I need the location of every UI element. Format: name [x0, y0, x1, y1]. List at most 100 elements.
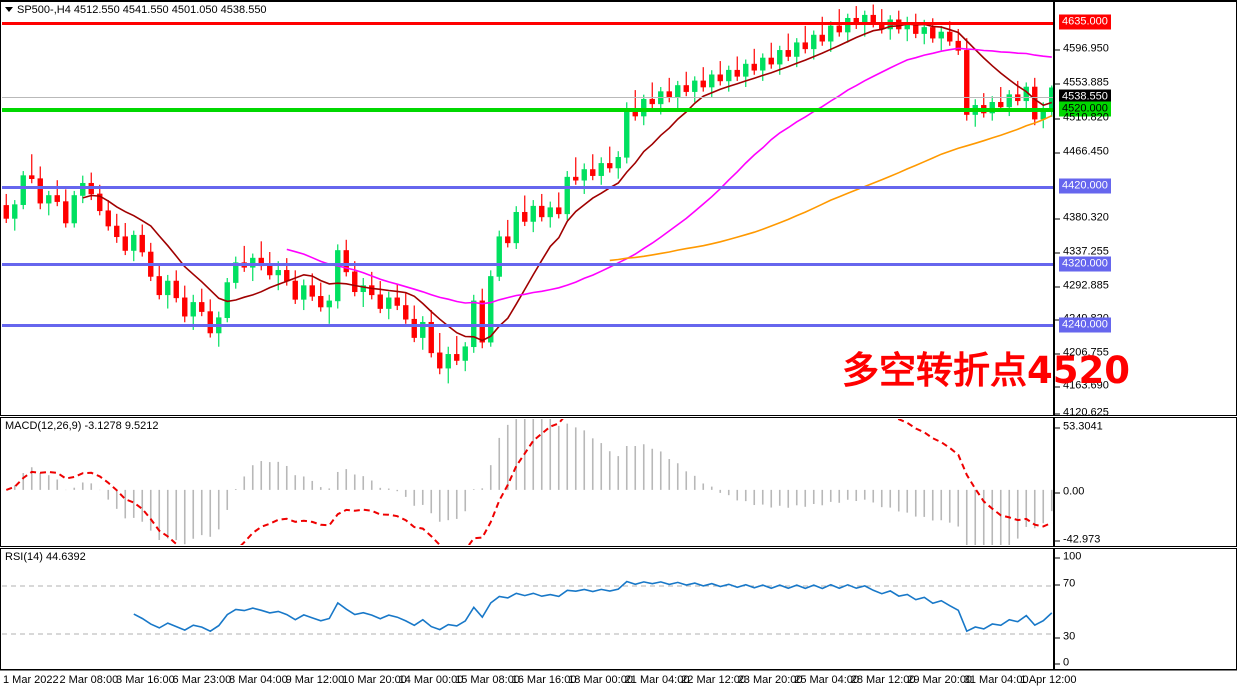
macd-plot-area[interactable] [2, 419, 1053, 545]
candlestick-series [3, 4, 1053, 384]
rsi-tick-label: 30 [1055, 630, 1076, 643]
rsi-header-label: RSI(14) 44.6392 [5, 551, 86, 563]
tick-mark [1055, 286, 1060, 287]
tick-text: 4596.950 [1063, 42, 1109, 55]
price-level-badge: 4320.000 [1059, 256, 1111, 272]
tick-mark [1055, 152, 1060, 153]
macd-tick-label: 53.3041 [1055, 420, 1103, 433]
macd-axis[interactable]: 53.3041 0.00 -42.973 [1053, 418, 1236, 546]
tick-text: 4206.755 [1063, 346, 1109, 359]
time-tick-label: 2 Mar 08:00 [59, 674, 119, 686]
price-tick-label: 4120.625 [1055, 406, 1109, 416]
price-tick-label: 4510.820 [1055, 111, 1109, 124]
tick-text: 70 [1063, 577, 1076, 590]
macd-signal-line [5, 419, 1053, 545]
tick-mark [1055, 252, 1060, 253]
price-tick-label: 4596.950 [1055, 42, 1109, 55]
tick-mark [1055, 386, 1060, 387]
level-line-4420 [2, 186, 1053, 189]
level-line-4520 [2, 108, 1053, 112]
ma-medium-line [286, 47, 1052, 305]
chart-annotation-text: 多空转折点4520 [842, 349, 1130, 392]
macd-panel[interactable]: MACD(12,26,9) -3.1278 9.5212 53.3041 0.00… [0, 417, 1237, 547]
time-tick-label: 10 Mar 20:00 [342, 674, 407, 686]
rsi-line [133, 580, 1053, 633]
price-tick-label: 4380.320 [1055, 212, 1109, 224]
time-tick-label: 31 Mar 04:00 [963, 674, 1029, 686]
rsi-axis[interactable]: 100 70 30 0 [1053, 549, 1236, 669]
tick-text: 100 [1063, 550, 1082, 563]
time-tick-label: 14 Mar 00:00 [398, 674, 464, 686]
time-tick-label: 15 Mar 08:00 [455, 674, 520, 686]
macd-header-label: MACD(12,26,9) -3.1278 9.5212 [5, 420, 159, 432]
tick-text: 53.3041 [1063, 420, 1103, 433]
time-tick-label: 16 Mar 16:00 [511, 674, 577, 686]
tick-mark [1055, 319, 1060, 320]
time-tick-label: 21 Mar 04:00 [624, 674, 690, 686]
level-line-4635 [2, 22, 1053, 25]
time-tick-label: 3 Mar 16:00 [116, 674, 175, 686]
tick-text: 0.00 [1063, 485, 1085, 498]
tick-text: 4120.625 [1063, 406, 1109, 416]
price-level-badge: 4635.000 [1059, 14, 1111, 30]
tick-text: 30 [1063, 630, 1076, 643]
price-level-badge: 4520.000 [1059, 101, 1111, 117]
price-tick-label: 4206.755 [1055, 346, 1109, 359]
tick-mark [1055, 353, 1060, 354]
time-tick-label: 9 Mar 12:00 [285, 674, 345, 686]
macd-tick-label: -42.973 [1055, 533, 1101, 546]
tick-mark [1055, 83, 1060, 84]
tick-mark [1055, 637, 1060, 638]
tick-text: 4292.885 [1063, 279, 1109, 292]
price-tick-label: 4292.885 [1055, 279, 1109, 292]
level-line-4320 [2, 263, 1053, 266]
macd-series [5, 419, 1053, 545]
rsi-tick-label: 100 [1055, 550, 1082, 563]
time-tick-label: 8 Mar 04:00 [229, 674, 288, 686]
time-tick-label: 1 Mar 2022 [3, 674, 59, 686]
tick-text: -42.973 [1063, 533, 1101, 546]
price-axis[interactable]: 4635.000 4596.950 4553.885 4538.550 4520.000… [1053, 2, 1236, 415]
price-tick-label: 4337.255 [1055, 245, 1109, 258]
price-tick-label: 4553.885 [1055, 76, 1109, 89]
tick-text: 4163.690 [1063, 379, 1109, 392]
ma-slow-line [609, 114, 1053, 262]
tick-mark [1055, 540, 1060, 541]
time-tick-label: 18 Mar 00:00 [568, 674, 633, 686]
tick-mark [1055, 413, 1060, 414]
tick-mark [1055, 218, 1060, 219]
time-tick-label: 29 Mar 20:00 [907, 674, 973, 686]
symbol-ohlc-label: SP500-,H4 4512.550 4541.550 4501.050 453… [17, 4, 267, 16]
price-tick-label: 4466.450 [1055, 145, 1109, 158]
rsi-tick-label: 70 [1055, 577, 1076, 590]
price-panel-header: SP500-,H4 4512.550 4541.550 4501.050 453… [5, 4, 267, 16]
time-axis[interactable]: 1 Mar 2022 2 Mar 08:00 3 Mar 16:00 6 Mar 23… [0, 670, 1237, 693]
time-tick-label: 28 Mar 12:00 [850, 674, 916, 686]
tick-text: 4553.885 [1063, 76, 1109, 89]
tick-mark [1055, 49, 1060, 50]
rsi-series [2, 580, 1053, 635]
tick-mark [1055, 118, 1060, 119]
level-line-4538 [2, 97, 1053, 98]
level-line-4240 [2, 324, 1053, 327]
rsi-panel[interactable]: RSI(14) 44.6392 100 70 30 0 [0, 548, 1237, 670]
tick-mark [1055, 557, 1060, 558]
chevron-down-icon[interactable] [5, 6, 13, 12]
tick-text: 4510.820 [1063, 111, 1109, 124]
tick-mark [1055, 584, 1060, 585]
tick-mark [1055, 427, 1060, 428]
price-chart-panel[interactable]: SP500-,H4 4512.550 4541.550 4501.050 453… [0, 0, 1237, 416]
tick-text: 0 [1063, 656, 1070, 669]
price-level-badge: 4538.550 [1059, 89, 1111, 105]
tick-text: 4466.450 [1063, 145, 1109, 158]
tick-text: 4337.255 [1063, 245, 1109, 258]
ma-fast-line [82, 23, 1053, 342]
tick-mark [1055, 663, 1060, 664]
rsi-plot-area[interactable] [2, 550, 1053, 668]
price-level-badge: 4420.000 [1059, 178, 1111, 194]
price-plot-area[interactable] [2, 3, 1053, 414]
time-tick-label: 6 Mar 23:00 [172, 674, 232, 686]
macd-tick-label: 0.00 [1055, 485, 1085, 498]
price-tick-label: 4163.690 [1055, 379, 1109, 392]
